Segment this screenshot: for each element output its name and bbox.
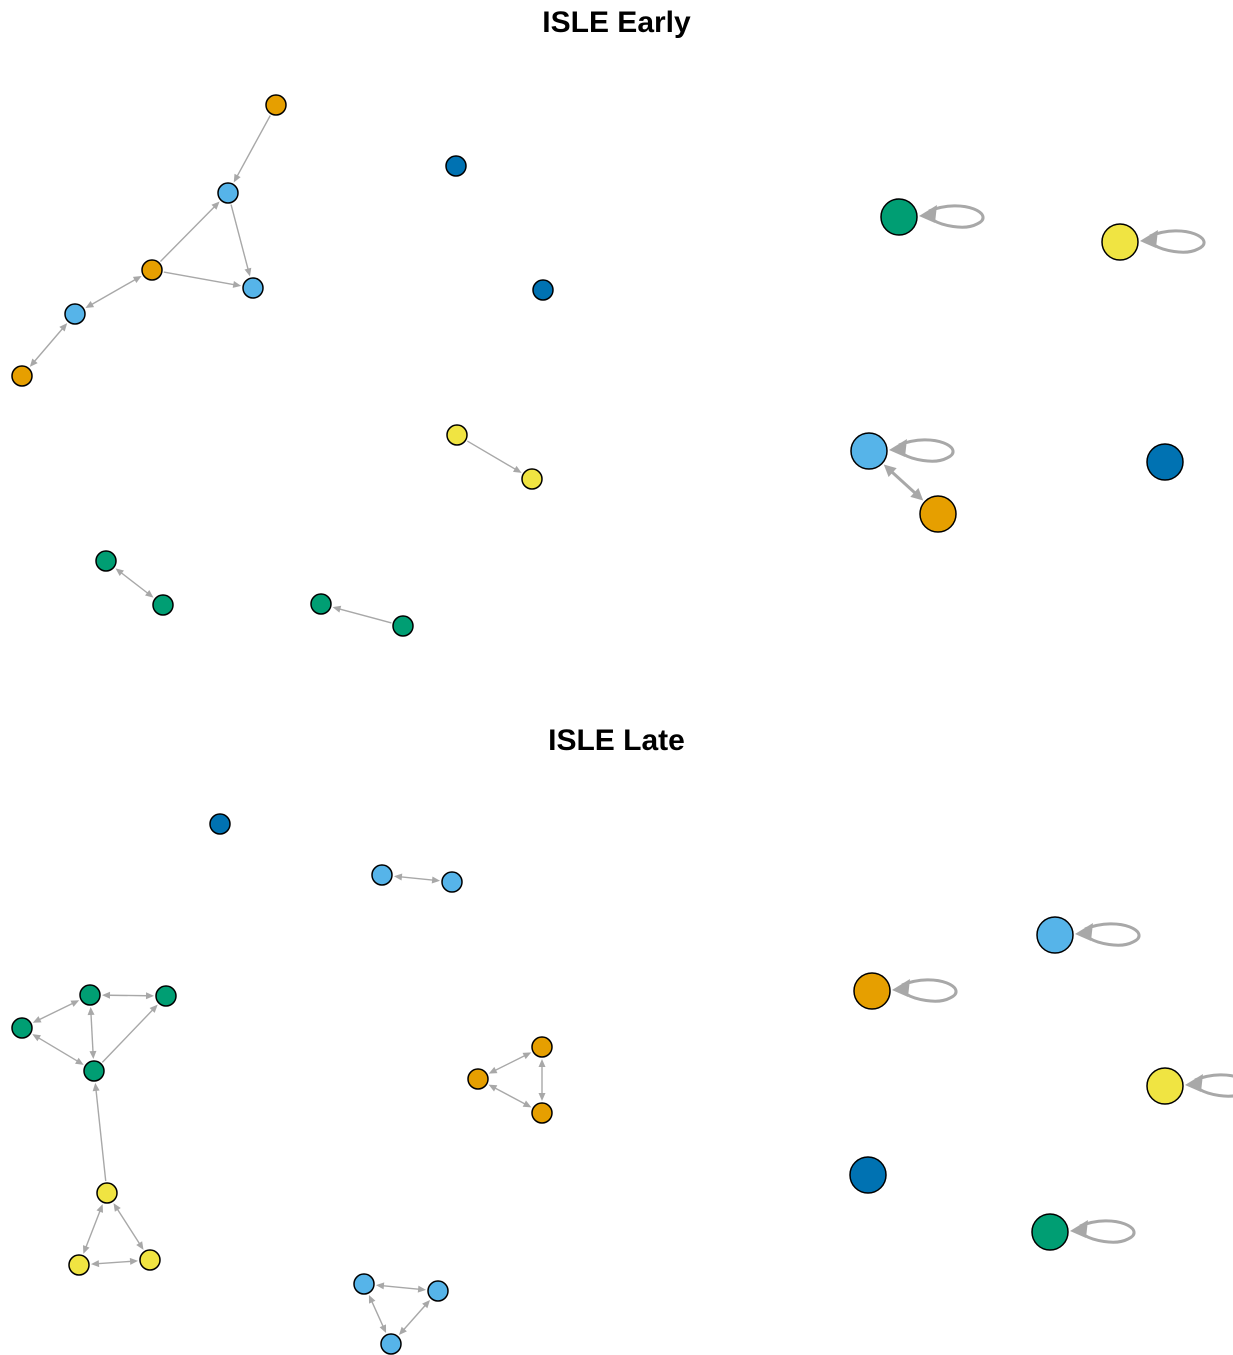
node-l13-orange bbox=[531, 1102, 553, 1124]
node-e13-green bbox=[310, 593, 332, 615]
network-graph-late bbox=[11, 813, 1233, 1355]
nodes bbox=[11, 94, 1184, 637]
panel-isle-late: ISLE Late bbox=[0, 718, 1233, 1355]
edge-l6-l7 bbox=[32, 1034, 84, 1065]
node-l4-green bbox=[79, 984, 101, 1006]
node-l20-blue bbox=[849, 1156, 887, 1194]
self-loop-e16 bbox=[1140, 229, 1206, 254]
node-e14-green bbox=[392, 615, 414, 637]
node-e10-yellow bbox=[521, 468, 543, 490]
self-loop-l18 bbox=[892, 978, 958, 1003]
edge-l11-l13 bbox=[538, 1059, 546, 1101]
network-graph-early bbox=[11, 94, 1206, 637]
node-e4-sky-blue bbox=[64, 303, 86, 325]
node-e16-yellow bbox=[1101, 223, 1139, 261]
node-e15-green bbox=[880, 198, 918, 236]
node-e7-blue bbox=[445, 155, 467, 177]
node-l9-yellow bbox=[68, 1254, 90, 1276]
node-l11-orange bbox=[531, 1036, 553, 1058]
edge-e3-e2 bbox=[159, 201, 220, 262]
edge-e4-e6 bbox=[29, 323, 68, 367]
node-l15-sky-blue bbox=[427, 1280, 449, 1302]
edges bbox=[29, 115, 924, 624]
node-l2-sky-blue bbox=[371, 864, 393, 886]
node-e18-orange bbox=[919, 495, 957, 533]
edge-l8-l10 bbox=[113, 1203, 144, 1250]
node-l14-sky-blue bbox=[353, 1273, 375, 1295]
edge-l14-l16 bbox=[368, 1294, 387, 1334]
edge-l8-l9 bbox=[82, 1204, 104, 1254]
self-loop-l21 bbox=[1070, 1219, 1136, 1244]
node-l5-green bbox=[155, 985, 177, 1007]
node-e3-orange bbox=[141, 259, 163, 281]
edge-l12-l13 bbox=[488, 1084, 532, 1108]
self-loop-l19 bbox=[1185, 1073, 1233, 1098]
self-loop-l17 bbox=[1075, 922, 1141, 947]
edge-e2-e5 bbox=[230, 204, 252, 277]
node-l1-blue bbox=[209, 813, 231, 835]
self-loop-e15 bbox=[919, 204, 985, 229]
self-loops bbox=[892, 922, 1233, 1244]
node-e8-blue bbox=[532, 279, 554, 301]
node-l19-yellow bbox=[1146, 1067, 1184, 1105]
edge-l2-l3 bbox=[393, 873, 441, 884]
edge-l4-l7 bbox=[87, 1006, 97, 1060]
edge-l11-l12 bbox=[488, 1052, 532, 1074]
edge-l4-l6 bbox=[32, 1000, 80, 1023]
edge-e9-e10 bbox=[466, 440, 522, 473]
node-e2-sky-blue bbox=[217, 182, 239, 204]
edge-l9-l10 bbox=[90, 1257, 139, 1268]
node-l12-orange bbox=[467, 1068, 489, 1090]
node-l16-sky-blue bbox=[380, 1333, 402, 1355]
node-l3-sky-blue bbox=[441, 871, 463, 893]
node-l8-yellow bbox=[96, 1182, 118, 1204]
node-l21-green bbox=[1031, 1213, 1069, 1251]
edge-e1-e2 bbox=[233, 115, 271, 183]
edge-l7-l5 bbox=[101, 1004, 158, 1063]
edge-l8-l7 bbox=[92, 1082, 107, 1182]
node-l17-sky-blue bbox=[1036, 916, 1074, 954]
edge-e11-e12 bbox=[115, 568, 154, 598]
node-e6-orange bbox=[11, 365, 33, 387]
edge-l14-l15 bbox=[375, 1282, 427, 1293]
node-l7-green bbox=[83, 1060, 105, 1082]
edge-l4-l5 bbox=[101, 991, 155, 1000]
node-l18-orange bbox=[853, 972, 891, 1010]
nodes bbox=[11, 813, 1184, 1355]
node-l6-green bbox=[11, 1017, 33, 1039]
node-e17-sky-blue bbox=[850, 432, 888, 470]
panel-title-early: ISLE Early bbox=[542, 6, 691, 39]
edge-e14-e13 bbox=[332, 605, 392, 624]
panel-title-late: ISLE Late bbox=[548, 724, 685, 757]
self-loops bbox=[889, 204, 1206, 463]
self-loop-e17 bbox=[889, 438, 955, 463]
node-e11-green bbox=[95, 550, 117, 572]
edge-e3-e4 bbox=[85, 275, 142, 309]
node-e5-sky-blue bbox=[242, 277, 264, 299]
edge-l15-l16 bbox=[398, 1299, 431, 1336]
node-e1-orange bbox=[265, 94, 287, 116]
edge-e3-e5 bbox=[163, 271, 242, 288]
node-e19-blue bbox=[1146, 443, 1184, 481]
edge-e17-e18 bbox=[883, 464, 924, 501]
node-e12-green bbox=[152, 594, 174, 616]
node-l10-yellow bbox=[139, 1249, 161, 1271]
edges bbox=[32, 873, 546, 1336]
node-e9-yellow bbox=[446, 424, 468, 446]
panel-isle-early: ISLE Early bbox=[11, 6, 1206, 637]
